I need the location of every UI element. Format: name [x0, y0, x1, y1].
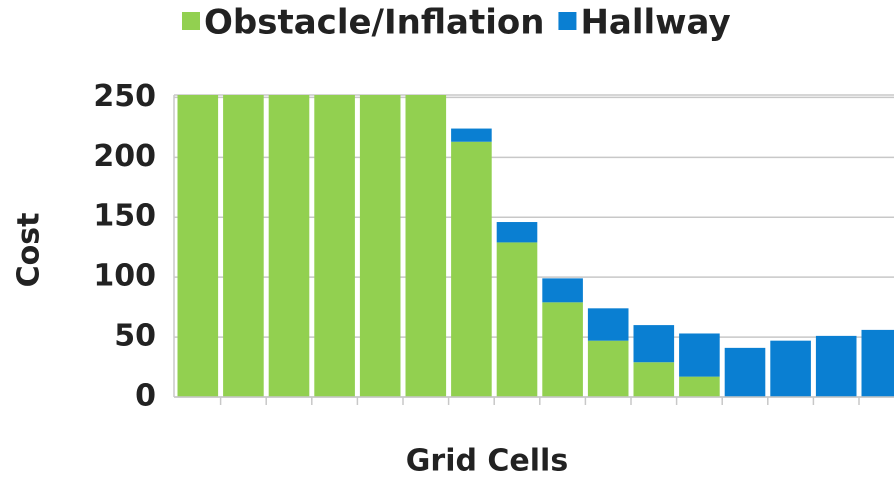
- bar-segment: [633, 362, 675, 397]
- y-tick-label: 100: [93, 259, 156, 294]
- y-axis-label: Cost: [12, 213, 47, 288]
- bar-segment: [405, 95, 447, 397]
- bar-segment: [587, 308, 629, 341]
- bar-segment: [633, 325, 675, 363]
- y-tick-label: 150: [93, 199, 156, 234]
- legend-label: Obstacle/Inflation: [204, 3, 544, 43]
- bar-segment: [861, 329, 894, 397]
- y-tick-label: 250: [93, 79, 156, 114]
- x-axis-label: Grid Cells: [406, 444, 568, 479]
- y-tick-label: 200: [93, 139, 156, 174]
- bar-segment: [587, 340, 629, 397]
- bar-segment: [542, 278, 583, 303]
- bar-segment: [679, 376, 720, 397]
- bar-segment: [724, 347, 766, 397]
- y-tick-label: 0: [135, 379, 156, 414]
- bar-segment: [496, 222, 538, 243]
- bar-segment: [451, 141, 492, 397]
- bar-segment: [542, 302, 583, 397]
- bar-segment: [770, 340, 811, 397]
- bar-segment: [451, 128, 492, 142]
- bar-segment: [177, 95, 219, 397]
- bar-segment: [223, 95, 264, 397]
- legend-swatch: [558, 12, 577, 30]
- y-tick-label: 50: [114, 319, 156, 354]
- bar-segment: [496, 242, 538, 397]
- legend-swatch: [182, 12, 200, 30]
- bar-segment: [314, 95, 355, 397]
- bar-segment: [359, 95, 401, 397]
- bar-segment: [815, 335, 857, 397]
- legend-label: Hallway: [580, 3, 730, 43]
- bar-segment: [679, 333, 720, 377]
- bar-segment: [268, 95, 310, 397]
